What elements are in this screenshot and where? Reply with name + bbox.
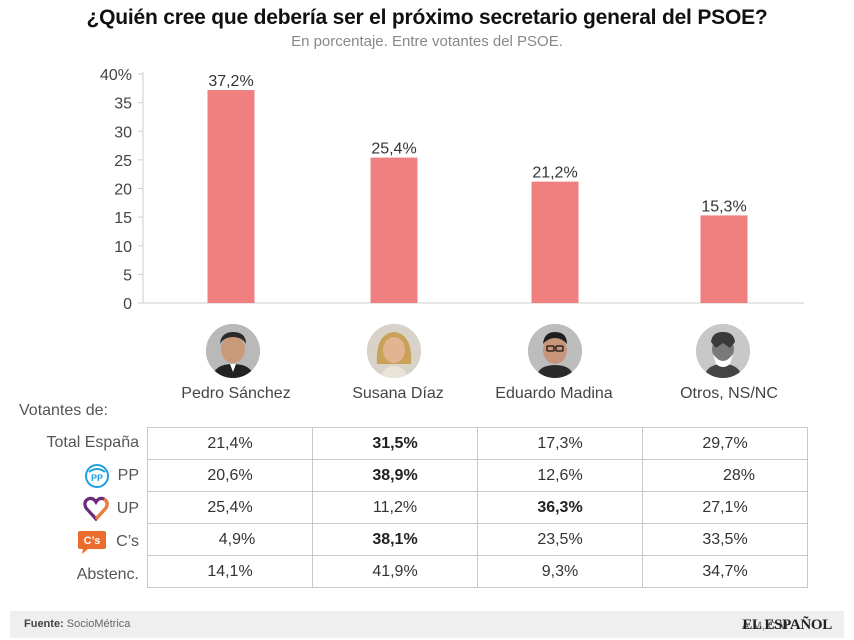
y-tick-label: 35 [114,96,132,113]
row-label-up: UP [83,493,139,525]
svg-text:C’s: C’s [84,535,101,547]
cs-logo-icon: C’s [76,529,108,555]
table-cell: 11,2% [312,491,478,524]
y-tick-label: 15 [114,210,132,227]
bar [207,90,255,303]
bar-chart: 0 5 10 15 20 25 30 35 40% 37,2% 25,4% 21,2% 15,3% [100,67,804,313]
svg-text:PP: PP [91,473,103,483]
table-row: 20,6% 38,9% 12,6% 28% [147,459,808,492]
table-row: 4,9% 38,1% 23,5% 33,5% [147,523,808,556]
eduardo-madina-portrait [528,324,582,378]
bar-value-label: 37,2% [208,73,253,90]
row-label-total: Total España [46,427,139,459]
row-label-text: UP [116,500,139,517]
table-cell: 33,5% [642,523,808,556]
susana-diaz-portrait [367,324,421,378]
table-cell: 38,9% [312,459,478,492]
up-heart-logo-icon [83,496,109,522]
y-tick-label: 10 [114,239,132,256]
row-label-text: C’s [116,533,139,550]
table-cell: 9,3% [477,555,643,588]
y-tick-label: 20 [114,182,132,199]
table-cell: 4,9% [147,523,313,556]
table-cell: 38,1% [312,523,478,556]
source-note: Fuente: SocioMétrica [24,618,130,630]
y-tick-label: 5 [123,267,132,284]
table-cell: 23,5% [477,523,643,556]
table-cell: 17,3% [477,427,643,460]
table-cell: 28% [642,459,808,492]
table-cell: 31,5% [312,427,478,460]
table-row: 14,1% 41,9% 9,3% 34,7% [147,555,808,588]
row-label-abstenc: Abstenc. [77,559,139,591]
table-cell: 14,1% [147,555,313,588]
y-tick-label: 30 [114,124,132,141]
bar [531,181,579,303]
y-tick-label: 0 [123,296,132,313]
table-cell: 20,6% [147,459,313,492]
source-label: Fuente: [24,618,64,630]
source-name: SocioMétrica [66,618,131,630]
table-cell: 29,7% [642,427,808,460]
table-cell: 25,4% [147,491,313,524]
table-row: 25,4% 11,2% 36,3% 27,1% [147,491,808,524]
bar-value-label: 15,3% [701,198,746,215]
table-cell: 27,1% [642,491,808,524]
results-table: 21,4% 31,5% 17,3% 29,7% 20,6% 38,9% 12,6… [147,427,808,588]
bar-value-label: 21,2% [532,165,577,182]
pp-logo-icon: PP [84,463,110,489]
table-heading: Votantes de: [19,402,108,419]
table-row: 21,4% 31,5% 17,3% 29,7% [147,427,808,460]
y-tick-label: 25 [114,153,132,170]
el-espanol-logo: EL ESPAÑOL [742,617,832,633]
table-cell: 12,6% [477,459,643,492]
row-label-text: Abstenc. [76,566,139,583]
table-cell: 36,3% [477,491,643,524]
bar [370,157,418,303]
bar-value-label: 25,4% [371,141,416,158]
candidate-name: Pedro Sánchez [181,385,291,402]
candidate-name: Susana Díaz [352,385,444,402]
pedro-sanchez-portrait [206,324,260,378]
table-cell: 41,9% [312,555,478,588]
generic-person-icon [696,324,750,378]
author-credit: A.M, C.M / [742,620,794,632]
table-cell: 21,4% [147,427,313,460]
chart-title: ¿Quién cree que debería ser el próximo s… [86,6,768,29]
chart-subtitle: En porcentaje. Entre votantes del PSOE. [291,33,563,50]
table-cell: 34,7% [642,555,808,588]
row-label-pp: PP PP [84,460,139,492]
row-label-text: Total España [46,434,139,451]
candidate-name: Otros, NS/NC [680,385,778,402]
candidate-name: Eduardo Madina [495,385,613,402]
y-tick-label: 40% [100,67,132,84]
row-label-text: PP [117,467,139,484]
footer: Fuente: SocioMétrica A.M, C.M / EL ESPAÑ… [10,611,844,638]
row-label-cs: C’s C’s [76,526,139,558]
bar [700,215,748,303]
